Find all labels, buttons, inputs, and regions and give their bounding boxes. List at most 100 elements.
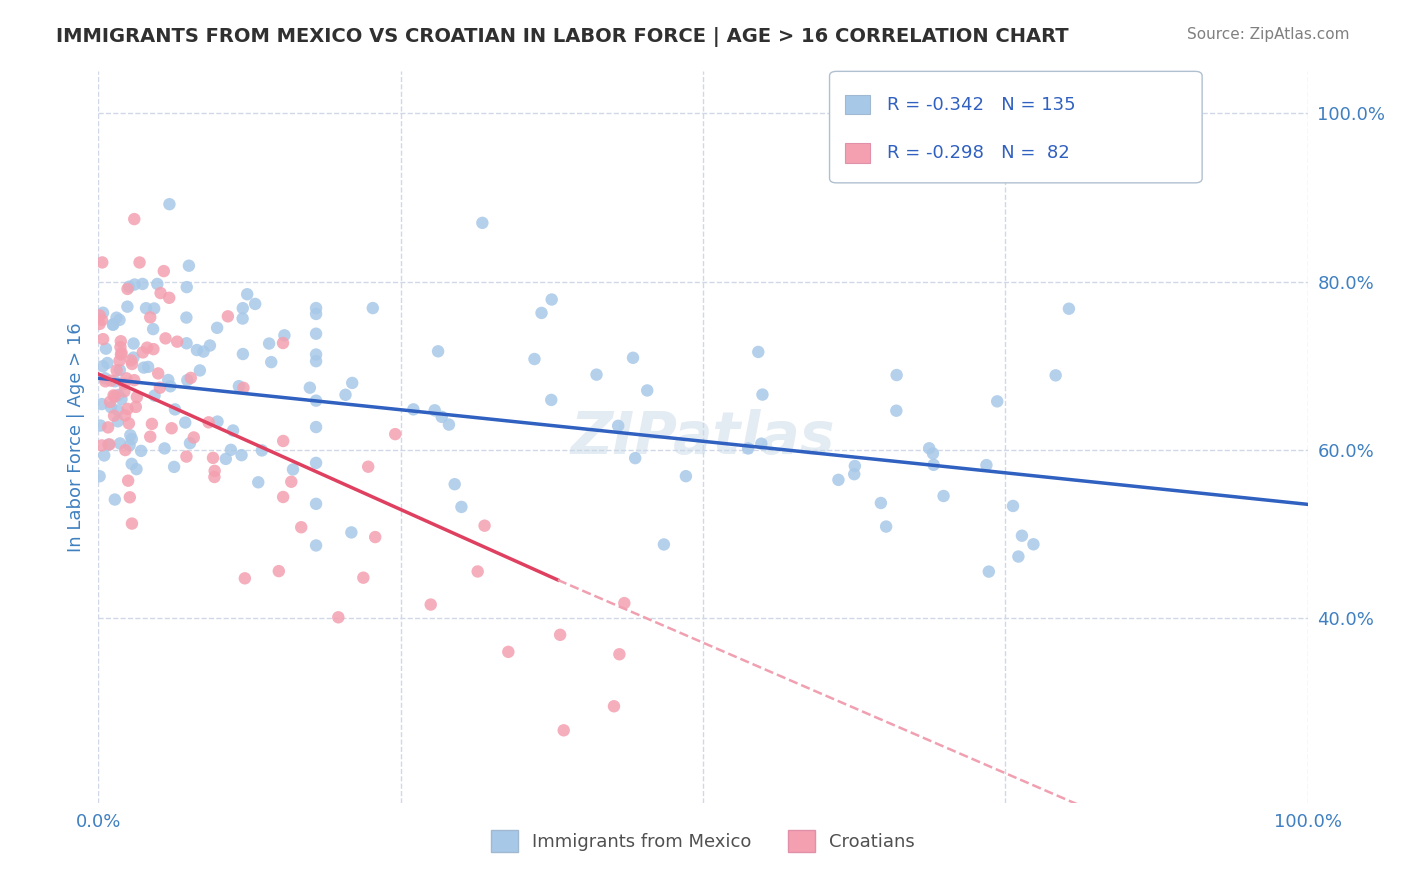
Point — [305, 393, 328, 408]
Point — [94, 375, 117, 389]
Point — [675, 469, 697, 483]
Text: R = -0.342   N = 135: R = -0.342 N = 135 — [887, 95, 1076, 113]
Point — [548, 628, 571, 642]
Point — [236, 287, 259, 301]
Point — [1007, 549, 1029, 564]
Point — [193, 344, 215, 359]
Point — [125, 462, 148, 476]
Point — [104, 374, 127, 388]
Point — [141, 417, 163, 431]
Point — [118, 491, 141, 505]
Point — [90, 438, 112, 452]
Point — [98, 395, 121, 409]
Point — [250, 443, 273, 458]
Point — [89, 309, 111, 323]
Text: Source: ZipAtlas.com: Source: ZipAtlas.com — [1187, 27, 1350, 42]
Point — [749, 436, 772, 450]
Point — [148, 367, 170, 381]
Point — [870, 496, 893, 510]
Point — [90, 397, 112, 411]
Point — [1001, 499, 1024, 513]
Point — [176, 336, 198, 351]
Point — [827, 473, 849, 487]
Point — [471, 216, 494, 230]
Point — [427, 344, 450, 359]
Point — [103, 409, 125, 423]
Point — [118, 417, 141, 431]
Point — [305, 326, 328, 341]
Point — [219, 442, 242, 457]
Point — [207, 415, 229, 429]
Point — [91, 359, 114, 374]
Point — [305, 497, 328, 511]
Point — [142, 322, 165, 336]
Point — [149, 381, 172, 395]
Point — [922, 458, 945, 472]
Point — [204, 464, 226, 478]
Point — [107, 388, 129, 402]
Point — [176, 450, 198, 464]
Point — [159, 197, 181, 211]
Point — [298, 381, 321, 395]
Point — [188, 363, 211, 377]
Point — [231, 448, 253, 462]
Point — [204, 470, 226, 484]
Point — [364, 530, 387, 544]
Point — [1022, 537, 1045, 551]
Point — [89, 469, 111, 483]
Point — [153, 442, 176, 456]
Point — [139, 310, 162, 325]
Point — [267, 564, 290, 578]
Point — [467, 565, 489, 579]
Point — [305, 307, 328, 321]
Point — [125, 400, 148, 414]
Point — [108, 353, 131, 368]
Point — [986, 394, 1008, 409]
Point — [844, 467, 866, 482]
Point — [419, 598, 441, 612]
Point — [110, 334, 132, 349]
Point — [540, 293, 562, 307]
Point — [271, 336, 294, 351]
Point — [129, 443, 152, 458]
Point — [609, 647, 631, 661]
Text: ZIPatlas: ZIPatlas — [571, 409, 835, 466]
Point — [163, 402, 186, 417]
Point — [228, 379, 250, 393]
Point — [232, 301, 254, 316]
Point — [352, 571, 374, 585]
Point — [357, 459, 380, 474]
Point — [94, 371, 117, 385]
Point — [101, 318, 124, 332]
Point — [149, 286, 172, 301]
Point — [540, 392, 562, 407]
Point — [281, 462, 304, 476]
Point — [163, 459, 186, 474]
Point — [232, 347, 254, 361]
Text: R = -0.298   N =  82: R = -0.298 N = 82 — [887, 144, 1070, 161]
Point — [305, 354, 328, 368]
Point — [437, 417, 460, 432]
Point — [101, 318, 124, 332]
Point — [112, 384, 135, 399]
Point — [260, 355, 283, 369]
Point — [607, 418, 630, 433]
Y-axis label: In Labor Force | Age > 16: In Labor Force | Age > 16 — [66, 322, 84, 552]
Point — [120, 353, 142, 368]
Point — [201, 450, 224, 465]
Point — [305, 420, 328, 434]
Point — [198, 338, 221, 352]
Point — [139, 430, 162, 444]
Point — [280, 475, 302, 489]
Point — [176, 373, 198, 387]
Point — [271, 490, 294, 504]
Point — [443, 477, 465, 491]
Point — [107, 414, 129, 428]
Point — [977, 565, 1000, 579]
Point — [176, 280, 198, 294]
Point — [122, 351, 145, 365]
Point — [922, 446, 945, 460]
Point — [125, 390, 148, 404]
Point — [155, 331, 177, 345]
Point — [450, 500, 472, 514]
